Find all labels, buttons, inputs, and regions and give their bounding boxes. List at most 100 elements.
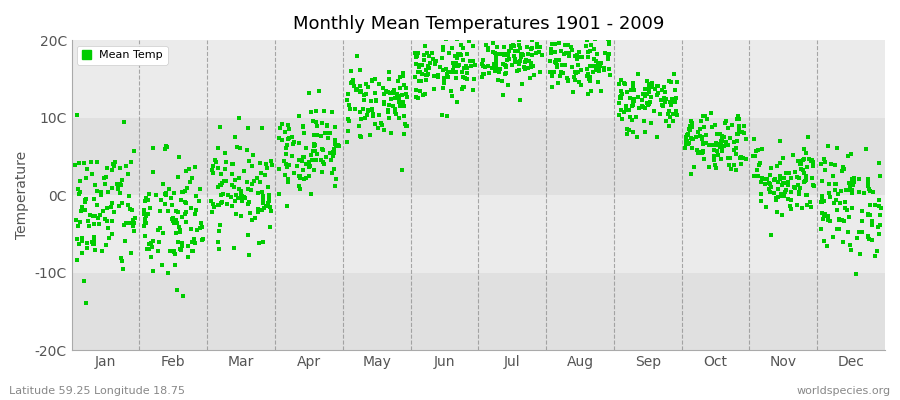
Point [707, 122, 722, 128]
Point [544, 45, 558, 52]
Point [437, 74, 452, 81]
Point [614, 88, 628, 94]
Point [574, 28, 589, 35]
Point [353, 109, 367, 116]
Point [475, 71, 490, 78]
Point [80, 239, 94, 246]
Point [597, 67, 611, 73]
Point [754, 179, 769, 185]
Point [280, 164, 294, 170]
Point [513, 58, 527, 64]
Point [307, 166, 321, 173]
Point [108, 159, 122, 165]
Point [175, 243, 189, 249]
Point [716, 134, 731, 140]
Point [256, 125, 270, 132]
Point [175, 214, 189, 220]
Point [588, 29, 602, 36]
Point [555, 70, 570, 77]
Point [859, 146, 873, 152]
Point [137, 223, 151, 229]
Point [714, 137, 728, 144]
Point [636, 118, 651, 124]
Point [438, 36, 453, 42]
Point [749, 148, 763, 155]
Point [519, 44, 534, 50]
Point [764, 231, 778, 238]
Point [328, 182, 342, 189]
Point [684, 118, 698, 124]
Point [775, 182, 789, 188]
Point [331, 142, 346, 148]
Point [246, 152, 260, 158]
Point [485, 65, 500, 71]
Point [580, 71, 595, 78]
Point [302, 162, 317, 169]
Point [594, 88, 608, 94]
Point [126, 216, 140, 223]
Point [188, 211, 202, 218]
Point [721, 125, 735, 132]
Point [654, 102, 669, 108]
Point [391, 78, 405, 84]
Point [842, 187, 856, 194]
Point [265, 158, 279, 164]
Point [504, 45, 518, 51]
Point [698, 139, 713, 146]
Point [422, 65, 436, 71]
Point [146, 145, 160, 151]
Point [280, 136, 294, 142]
Point [212, 246, 226, 253]
Point [730, 138, 744, 144]
Point [184, 226, 199, 232]
Point [702, 142, 716, 149]
Point [295, 124, 310, 130]
Point [617, 109, 632, 116]
Point [696, 149, 710, 155]
Point [778, 187, 793, 194]
Point [683, 127, 698, 133]
Point [843, 184, 858, 190]
Point [227, 184, 241, 190]
Point [363, 132, 377, 138]
Point [512, 45, 526, 52]
Point [638, 93, 652, 100]
Point [279, 145, 293, 152]
Point [855, 218, 869, 224]
Point [522, 58, 536, 64]
Point [98, 216, 112, 222]
Point [308, 142, 322, 148]
Point [102, 234, 116, 241]
Point [383, 96, 398, 102]
Point [505, 62, 519, 68]
Point [101, 189, 115, 196]
Point [208, 157, 222, 163]
Point [454, 86, 469, 92]
Point [644, 80, 658, 87]
Point [654, 97, 669, 104]
Point [218, 165, 232, 172]
Point [509, 59, 524, 66]
Point [115, 200, 130, 206]
Point [510, 48, 525, 54]
Point [817, 211, 832, 217]
Point [772, 138, 787, 144]
Point [711, 152, 725, 158]
Point [686, 136, 700, 142]
Point [450, 55, 464, 61]
Point [653, 111, 668, 118]
Point [590, 50, 604, 57]
Point [143, 254, 157, 260]
Point [178, 188, 193, 194]
Point [411, 64, 426, 71]
Point [139, 220, 153, 226]
Point [250, 206, 265, 212]
Point [324, 109, 338, 115]
Point [231, 175, 246, 182]
Point [512, 14, 526, 21]
Point [806, 162, 820, 169]
Point [382, 88, 396, 95]
Point [799, 192, 814, 199]
Point [801, 134, 815, 140]
Point [612, 100, 626, 106]
